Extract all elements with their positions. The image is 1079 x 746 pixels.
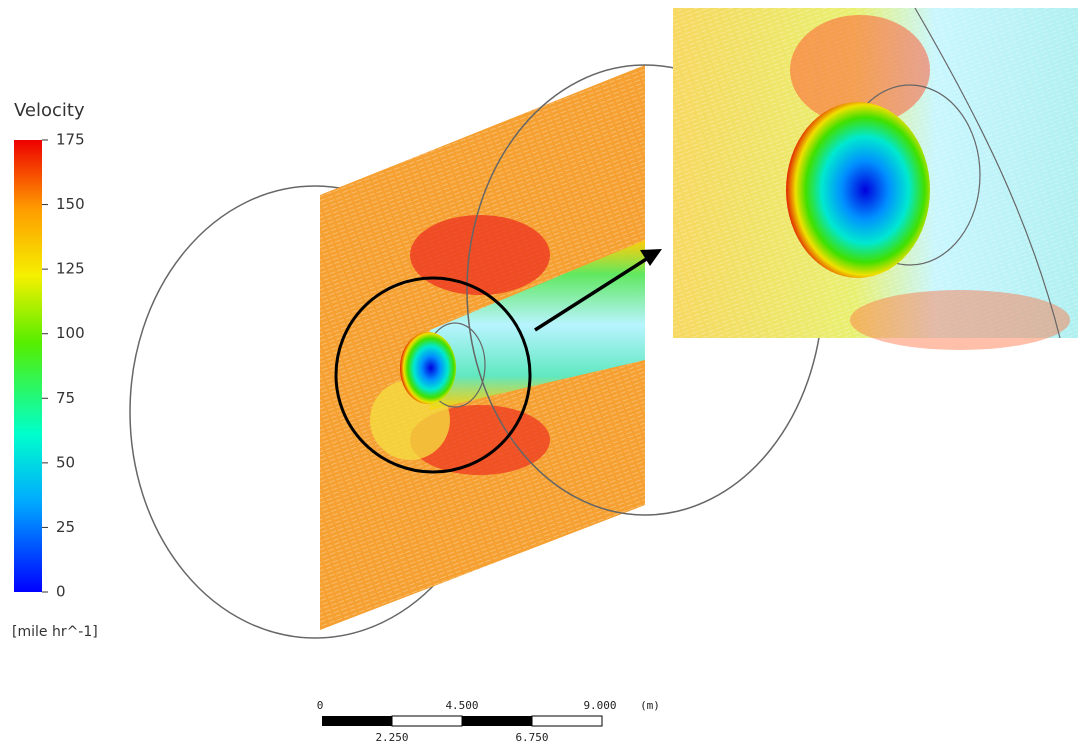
legend-tick-label: 125 <box>56 260 85 278</box>
legend-tick-label: 100 <box>56 324 85 342</box>
scale-label: 0 <box>317 699 324 712</box>
scale-segment <box>322 716 392 726</box>
scale-bar: 0 4.500 9.000 (m) 2.250 6.750 <box>317 699 660 744</box>
scale-label: 4.500 <box>445 699 478 712</box>
scale-unit: (m) <box>640 699 660 712</box>
legend-tick-label: 25 <box>56 518 75 536</box>
screen: Velocity 0 25 50 75 100 125 150 175 [mile hr^-1… <box>0 0 1079 746</box>
object-surface <box>400 332 456 404</box>
scale-segment <box>392 716 462 726</box>
scale-label: 2.250 <box>375 731 408 744</box>
legend-tick-label: 50 <box>56 453 75 471</box>
legend-tick-label: 150 <box>56 195 85 213</box>
scale-segment <box>532 716 602 726</box>
legend-title: Velocity <box>14 100 85 121</box>
zoom-inset <box>673 8 1078 350</box>
legend-tick-label: 175 <box>56 131 85 149</box>
scale-label: 6.750 <box>515 731 548 744</box>
scale-segment <box>462 716 532 726</box>
high-velocity-zone <box>410 215 550 295</box>
scale-label: 9.000 <box>583 699 616 712</box>
color-bar <box>14 140 42 592</box>
legend-tick-label: 75 <box>56 389 75 407</box>
object-surface <box>786 102 930 278</box>
legend-ticks: 0 25 50 75 100 125 150 175 <box>42 131 85 601</box>
high-velocity-zone <box>850 290 1070 350</box>
legend-tick-label: 0 <box>56 583 66 601</box>
legend-unit: [mile hr^-1] <box>12 624 98 640</box>
